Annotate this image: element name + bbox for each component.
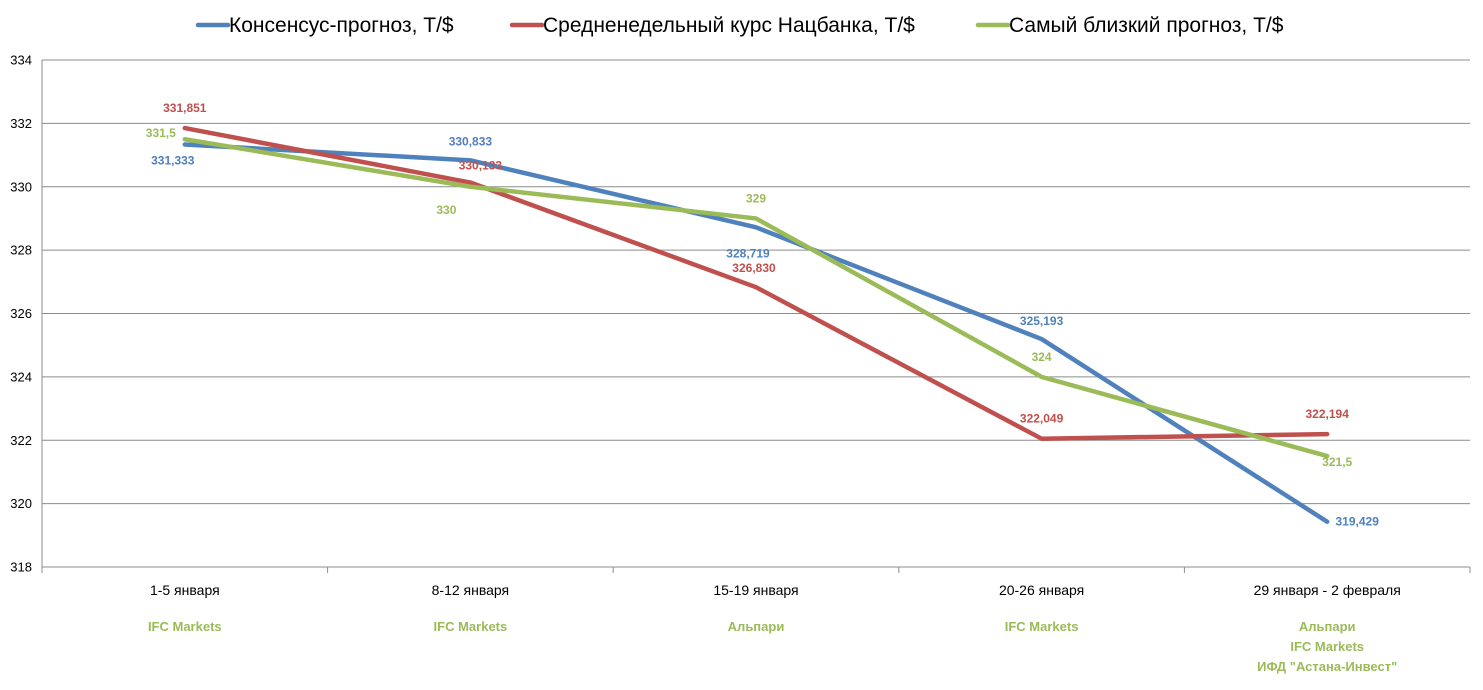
- y-tick-label: 330: [10, 179, 32, 194]
- x-axis-ticks: 1-5 января IFC Markets 8-12 января IFC Mark…: [148, 582, 1401, 674]
- data-label: 330: [436, 203, 456, 217]
- data-label: 329: [746, 191, 766, 205]
- x-category-label: 8-12 января: [432, 582, 510, 598]
- source-label: IFC Markets: [1290, 639, 1364, 654]
- series-line-2: [182, 125, 1330, 441]
- legend: Консенсус-прогноз, Т/$ Средненедельный ку…: [195, 14, 1284, 37]
- data-label: 325,193: [1020, 314, 1064, 328]
- data-label: 319,429: [1336, 515, 1380, 529]
- source-label: IFC Markets: [1005, 619, 1079, 634]
- x-category-label: 1-5 января: [150, 582, 220, 598]
- data-label: 328,719: [726, 246, 770, 260]
- y-tick-label: 332: [10, 116, 32, 131]
- x-category-label: 15-19 января: [713, 582, 798, 598]
- source-label: Альпари: [728, 619, 785, 634]
- y-tick-label: 324: [10, 369, 32, 384]
- x-category-label: 20-26 января: [999, 582, 1084, 598]
- axes: [41, 60, 1471, 573]
- y-tick-label: 320: [10, 496, 32, 511]
- data-label: 322,049: [1020, 412, 1064, 426]
- y-tick-label: 322: [10, 433, 32, 448]
- data-label: 326,830: [732, 261, 776, 275]
- series-line-3: [182, 136, 1330, 459]
- data-labels: 331,333 330,833 328,719 325,193 319,429 331,8…: [146, 101, 1379, 529]
- data-label: 330,833: [449, 134, 493, 148]
- data-label: 331,5: [146, 126, 176, 140]
- data-label: 331,851: [163, 101, 207, 115]
- legend-label: Средненедельный курс Нацбанка, Т/$: [543, 14, 915, 37]
- source-label: Альпари: [1299, 619, 1356, 634]
- data-label: 322,194: [1306, 407, 1350, 421]
- source-label: IFC Markets: [148, 619, 222, 634]
- source-label: ИФД "Астана-Инвест": [1257, 659, 1397, 674]
- series-lines: [182, 125, 1330, 524]
- data-label: 331,333: [151, 154, 195, 168]
- y-axis-ticks: 318 320 322 324 326 328 330 332 334: [10, 53, 32, 575]
- series-line-1: [182, 142, 1330, 524]
- legend-label: Консенсус-прогноз, Т/$: [229, 14, 454, 37]
- y-tick-label: 328: [10, 243, 32, 258]
- x-category-label: 29 января - 2 февраля: [1254, 582, 1401, 598]
- gridlines: [42, 59, 1470, 505]
- data-label: 330,133: [459, 159, 503, 173]
- data-label: 321,5: [1322, 455, 1352, 469]
- source-label: IFC Markets: [434, 619, 508, 634]
- y-tick-label: 318: [10, 560, 32, 575]
- legend-label: Самый близкий прогноз, Т/$: [1009, 14, 1284, 37]
- data-label: 324: [1032, 350, 1052, 364]
- y-tick-label: 326: [10, 306, 32, 321]
- y-tick-label: 334: [10, 53, 32, 68]
